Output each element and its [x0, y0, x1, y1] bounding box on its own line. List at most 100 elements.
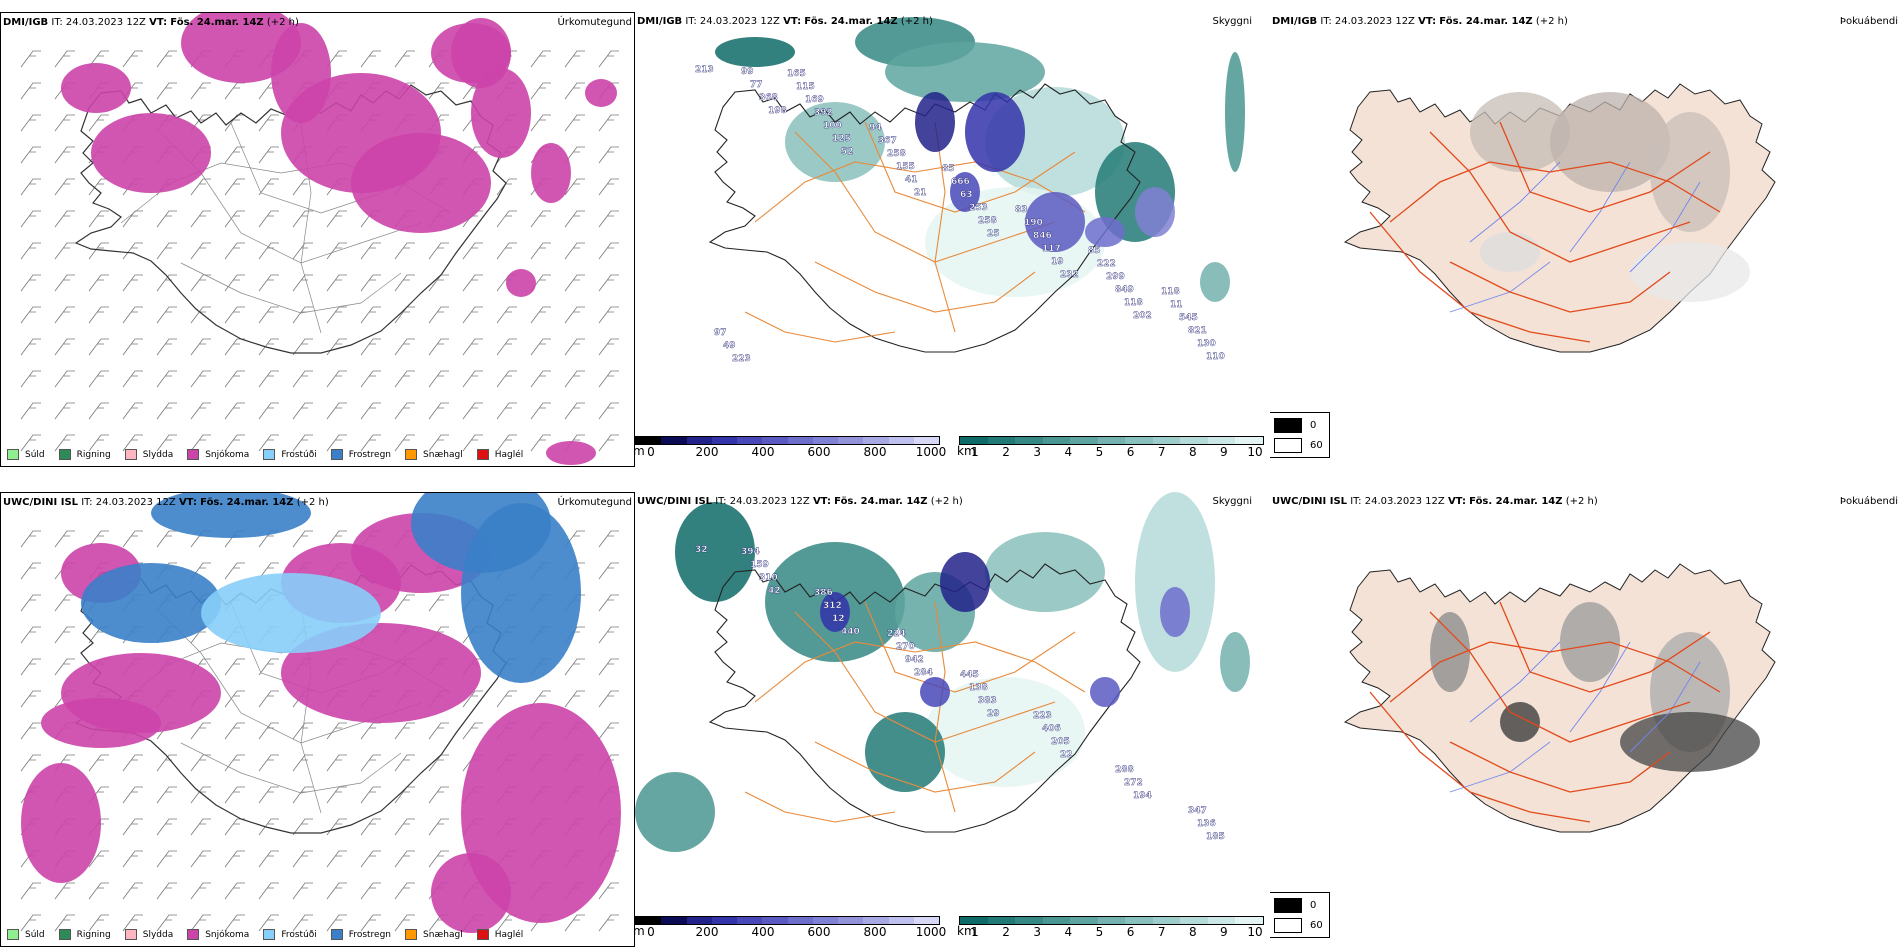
- colorbar-unit: km: [957, 444, 976, 458]
- visibility-colorbar: 1 2 3 4 5 6 7 8 9 10 km: [957, 916, 1264, 939]
- colorbar-swatch: [1042, 917, 1071, 924]
- fog-swatch: [1274, 418, 1302, 433]
- colorbar-tick: 10: [1247, 445, 1263, 459]
- colorbar-tick: 1000: [915, 925, 947, 939]
- legend-item-3: Snjókoma: [187, 929, 249, 940]
- legend-label: Frostregn: [348, 449, 392, 460]
- colorbar-swatch: [762, 917, 788, 924]
- precip-legend: Súld Rigning Slydda Snjókoma Frostúði Frostre…: [7, 929, 523, 940]
- fog-legend-row-1: 60: [1274, 918, 1329, 933]
- cloud-base-label: 545: [1179, 313, 1198, 323]
- legend-item-7: Haglél: [476, 449, 524, 460]
- colorbar-swatch: [863, 437, 889, 444]
- visibility-colorbar: 1 2 3 4 5 6 7 8 9 10 km: [957, 436, 1264, 459]
- panel-variable: Úrkomutegund: [557, 497, 632, 508]
- precip-panel-row2: UWC/DINI ISL IT: 24.03.2023 12Z VT: Fös.…: [0, 492, 635, 947]
- colorbar-tick: 0: [647, 925, 655, 939]
- cloud-base-label: 85: [1088, 246, 1101, 256]
- colorbar-swatch: [812, 917, 838, 924]
- colorbar-swatch: [1180, 917, 1208, 924]
- iceland-outline: [708, 83, 1141, 353]
- fog-panel-row1: DMI/IGB IT: 24.03.2023 12Z VT: Fös. 24.m…: [1270, 12, 1900, 467]
- colorbar-swatch: [737, 917, 763, 924]
- colorbar-swatch: [1235, 437, 1264, 444]
- legend-label: Rigning: [76, 449, 111, 460]
- legend-label: Snæhagl: [423, 929, 463, 940]
- cloud-base-label: 94: [869, 123, 882, 133]
- cloud-base-label: 310: [759, 573, 778, 583]
- cloud-base-label: 270: [896, 642, 915, 652]
- precip-areas: [21, 493, 621, 933]
- colorbar-unit: m: [635, 924, 645, 938]
- cloud-base-label: 11: [1170, 300, 1183, 310]
- cloud-base-label: 942: [905, 655, 924, 665]
- colorbar-swatch: [1235, 917, 1264, 924]
- fog-map-row2: [1343, 563, 1776, 833]
- legend-swatch: [124, 449, 137, 460]
- panel-variable: Úrkomutegund: [557, 17, 632, 28]
- colorbar-ticks: 1 2 3 4 5 6 7 8 9 10: [959, 925, 1264, 939]
- legend-swatch: [58, 449, 71, 460]
- colorbar-swatch: [737, 437, 763, 444]
- cloud-base-label: 272: [1124, 778, 1143, 788]
- colorbar-tick: 200: [695, 445, 719, 459]
- colorbar-swatch: [1125, 437, 1153, 444]
- legend-label: Slydda: [142, 449, 174, 460]
- legend-label: Súld: [25, 929, 45, 940]
- legend-label: Súld: [25, 449, 45, 460]
- panel-variable: Skyggni: [1212, 496, 1252, 507]
- colorbar-swatch: [762, 437, 788, 444]
- panel-title: UWC/DINI ISL IT: 24.03.2023 12Z VT: Fös.…: [1272, 496, 1598, 507]
- legend-swatch: [263, 929, 276, 940]
- colorbar-tick: 200: [695, 925, 719, 939]
- cloud-base-label: 666: [951, 177, 970, 187]
- legend-swatch: [476, 929, 489, 940]
- cloud-base-label: 213: [695, 65, 714, 75]
- fog-legend-value: 60: [1310, 440, 1323, 451]
- colorbar-tick: 4: [1064, 445, 1073, 459]
- legend-item-5: Frostregn: [330, 449, 392, 460]
- fog-swatch: [1274, 438, 1302, 453]
- colorbar-swatch: [1070, 917, 1098, 924]
- legend-item-1: Rigning: [58, 929, 111, 940]
- cloud-base-label: 99: [741, 67, 754, 77]
- cloud-base-label: 367: [878, 136, 897, 146]
- legend-label: Haglél: [494, 929, 524, 940]
- cloud-base-label: 97: [714, 328, 727, 338]
- colorbar-swatch: [711, 917, 737, 924]
- colorbar-tick: 400: [751, 925, 775, 939]
- cloud-base-label: 100: [823, 121, 842, 131]
- cloud-base-label: 63: [960, 190, 973, 200]
- panel-variable: Þokuábendi: [1839, 16, 1898, 27]
- fog-panel-row2: UWC/DINI ISL IT: 24.03.2023 12Z VT: Fös.…: [1270, 492, 1900, 947]
- colorbar-tick: 400: [751, 445, 775, 459]
- cloud-base-label: 115: [796, 82, 815, 92]
- colorbar-swatch: [888, 917, 914, 924]
- colorbar-tick: 8: [1188, 445, 1197, 459]
- fog-legend: 0 60: [1270, 892, 1330, 938]
- colorbar-tick: 3: [1033, 925, 1042, 939]
- precip-map-row2: [20, 493, 621, 933]
- ceiling-colorbar: 0 200 400 600 800 1000 m: [635, 436, 946, 459]
- colorbar-tick: 600: [807, 445, 831, 459]
- colorbar-swatch: [787, 917, 813, 924]
- cloud-base-label: 25: [987, 229, 1000, 239]
- precip-panel-row1: DMI/IGB IT: 24.03.2023 12Z VT: Fös. 24.m…: [0, 12, 635, 467]
- colorbar-tick: 6: [1126, 445, 1135, 459]
- road-network: [744, 601, 1086, 823]
- colorbar-tick: 1: [971, 445, 979, 459]
- colorbar-tick: 1000: [915, 445, 947, 459]
- cloud-base-label: 136: [1197, 819, 1216, 829]
- colorbar-tick: 5: [1095, 445, 1104, 459]
- fog-areas: [1430, 602, 1760, 772]
- colorbar-swatch: [863, 917, 889, 924]
- panel-variable: Skyggni: [1212, 16, 1252, 27]
- colorbar-swatches: [959, 436, 1264, 445]
- legend-label: Haglél: [494, 449, 524, 460]
- legend-swatch: [330, 929, 343, 940]
- cloud-base-label: 85: [942, 164, 955, 174]
- cloud-base-label: 138: [969, 683, 988, 693]
- cloud-base-label: 383: [978, 696, 997, 706]
- visibility-areas: [715, 17, 1245, 302]
- precip-map-row1: [20, 13, 619, 465]
